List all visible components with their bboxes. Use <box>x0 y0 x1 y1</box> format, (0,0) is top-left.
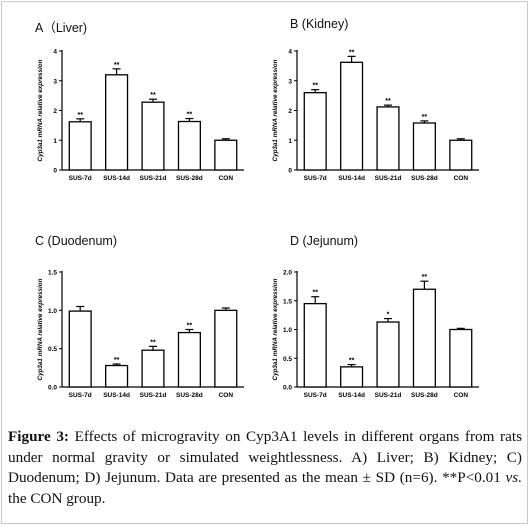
x-tick-label: CON <box>219 392 234 399</box>
bar <box>105 74 129 171</box>
significance-label: ** <box>312 83 318 90</box>
significance-label: ** <box>187 323 193 330</box>
significance-label: * <box>387 312 390 319</box>
y-tick-label: 1.5 <box>283 298 292 305</box>
y-axis-label: Cyp3a1 mRNA relative expression <box>272 278 279 380</box>
x-tick-label: SUS-7d <box>304 175 327 182</box>
y-tick-label: 4 <box>53 49 57 56</box>
x-tick-label: SUS-14d <box>338 175 365 182</box>
y-tick-label: 1 <box>53 138 57 145</box>
x-tick-label: SUS-14d <box>338 392 365 399</box>
y-tick-label: 0 <box>53 168 57 175</box>
chart-duodenum: 0.0 0.5 1.0 1.5 Cyp3a1 mRNA relative express… <box>37 270 244 399</box>
x-tick-label: SUS-21d <box>375 392 402 399</box>
x-tick-label: SUS-28d <box>411 392 438 399</box>
x-tick-label: CON <box>219 175 234 182</box>
y-tick-label: 0.0 <box>283 385 292 392</box>
bar <box>214 309 238 388</box>
bar <box>141 349 165 388</box>
y-tick-label: 0.5 <box>48 346 57 353</box>
significance-label: ** <box>312 290 318 297</box>
x-tick-label: CON <box>454 175 469 182</box>
chart-kidney: 0 1 2 3 4 Cyp3a1 mRNA relative expression ** SU… <box>272 49 479 182</box>
x-tick-label: SUS-7d <box>69 175 92 182</box>
y-axis-label: Cyp3a1 mRNA relative expression <box>37 59 44 161</box>
bar <box>340 366 364 388</box>
significance-label: ** <box>349 358 355 365</box>
significance-label: ** <box>422 274 428 281</box>
bar <box>303 302 327 388</box>
bar <box>141 101 165 171</box>
x-tick-label: SUS-14d <box>103 392 130 399</box>
x-tick-label: SUS-7d <box>69 392 92 399</box>
significance-label: ** <box>187 112 193 119</box>
significance-label: ** <box>150 92 156 99</box>
bar <box>376 321 400 388</box>
y-tick-label: 1.0 <box>283 327 292 334</box>
figure-caption: Figure 3: Effects of microgravity on Cyp… <box>8 427 522 509</box>
bar <box>412 288 436 388</box>
bar <box>105 364 129 388</box>
y-axis-label: Cyp3a1 mRNA relative expression <box>272 59 279 161</box>
x-tick-label: SUS-21d <box>140 175 167 182</box>
bar <box>449 328 473 388</box>
y-tick-label: 3 <box>288 78 292 85</box>
y-tick-label: 0 <box>288 168 292 175</box>
significance-label: ** <box>114 357 120 364</box>
x-tick-label: SUS-14d <box>103 175 130 182</box>
bar <box>68 310 92 388</box>
panel-title-a: A（Liver) <box>35 21 88 35</box>
caption-text-1: Effects of microgravity on Cyp3A1 levels… <box>8 428 522 486</box>
x-tick-label: CON <box>454 392 469 399</box>
y-tick-label: 3 <box>53 78 57 85</box>
y-axis-label: Cyp3a1 mRNA relative expression <box>37 278 44 380</box>
bar <box>177 331 201 388</box>
chart-liver: 0 1 2 3 4 Cyp3a1 mRNA relative expression ** SU… <box>37 49 244 182</box>
bar <box>376 106 400 171</box>
x-tick-label: SUS-28d <box>176 175 203 182</box>
significance-label: ** <box>114 62 120 69</box>
y-tick-label: 4 <box>288 49 292 56</box>
caption-label: Figure 3: <box>8 428 69 445</box>
x-tick-label: SUS-21d <box>375 175 402 182</box>
caption-vs: vs. <box>505 469 522 486</box>
panel-title-c: C (Duodenum) <box>35 234 117 248</box>
caption-text-2: the CON group. <box>8 489 106 507</box>
charts-area: A（Liver) B (Kidney) C (Duodenum) D (Jeju… <box>35 17 479 399</box>
y-tick-label: 2 <box>288 108 292 115</box>
x-tick-label: SUS-28d <box>411 175 438 182</box>
chart-jejunum: 0.0 0.5 1.0 1.5 2.0 Cyp3a1 mRNA relative expr… <box>272 270 479 399</box>
bar <box>303 92 327 171</box>
y-tick-label: 2.0 <box>283 270 292 277</box>
x-tick-label: SUS-7d <box>304 392 327 399</box>
significance-label: ** <box>385 98 391 105</box>
bar <box>214 139 238 171</box>
y-tick-label: 1.0 <box>48 308 57 315</box>
significance-label: ** <box>422 114 428 121</box>
y-tick-label: 2 <box>53 108 57 115</box>
y-tick-label: 1 <box>288 138 292 145</box>
panel-title-b: B (Kidney) <box>290 17 349 31</box>
significance-label: ** <box>349 49 355 56</box>
significance-label: ** <box>150 339 156 346</box>
bar <box>412 122 436 171</box>
y-tick-label: 0.0 <box>48 385 57 392</box>
bar <box>449 139 473 171</box>
bar <box>340 61 364 171</box>
bar <box>68 121 92 171</box>
y-tick-label: 0.5 <box>283 356 292 363</box>
panel-title-d: D (Jejunum) <box>290 234 359 248</box>
bar <box>177 120 201 171</box>
x-tick-label: SUS-28d <box>176 392 203 399</box>
x-tick-label: SUS-21d <box>140 392 167 399</box>
y-tick-label: 1.5 <box>48 270 57 277</box>
significance-label: ** <box>77 112 83 119</box>
